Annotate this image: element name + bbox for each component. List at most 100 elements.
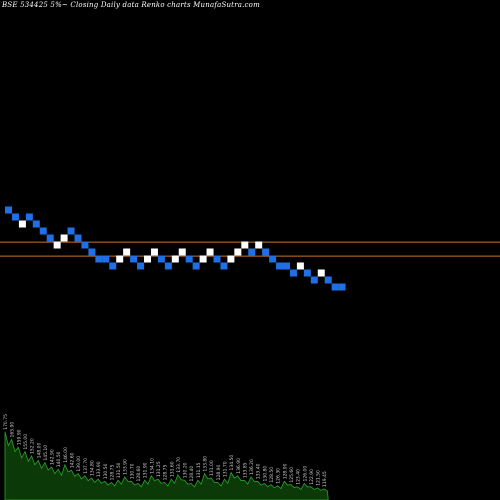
volume-label: 140.50 — [56, 451, 62, 467]
volume-label: 146.00 — [63, 447, 69, 463]
volume-label: 131.70 — [222, 461, 228, 477]
volume-label: 128.50 — [269, 467, 275, 483]
volume-label: 134.50 — [229, 455, 235, 471]
renko-brick-up — [296, 262, 304, 270]
renko-brick-up — [123, 248, 131, 256]
renko-brick-down — [303, 269, 311, 277]
volume-label: 139.00 — [76, 456, 82, 472]
volume-label: 134.80 — [89, 460, 95, 476]
volume-label: 131.50 — [116, 462, 122, 478]
renko-brick-down — [102, 255, 110, 263]
renko-brick-down — [220, 262, 228, 270]
renko-brick-down — [310, 276, 318, 284]
volume-label: 130.80 — [262, 466, 268, 482]
renko-brick-down — [109, 262, 117, 270]
renko-brick-up — [116, 255, 124, 263]
volume-label: 133.70 — [176, 457, 182, 473]
volume-label: 128.75 — [109, 465, 115, 481]
renko-brick-up — [178, 248, 186, 256]
renko-brick-down — [324, 276, 332, 284]
renko-brick-down — [157, 255, 165, 263]
volume-label: 131.00 — [209, 460, 215, 476]
renko-brick-up — [199, 255, 207, 263]
volume-label: 128.90 — [282, 463, 288, 479]
renko-brick-up — [234, 248, 242, 256]
volume-label: 121.50 — [316, 470, 322, 486]
volume-label: 130.20 — [183, 462, 189, 478]
renko-brick-down — [32, 220, 40, 228]
renko-brick-down — [164, 262, 172, 270]
renko-brick-down — [81, 241, 89, 249]
volume-label: 128.60 — [136, 466, 142, 482]
volume-label: 128.40 — [189, 466, 195, 482]
renko-brick-up — [317, 269, 325, 277]
renko-brick-down — [192, 262, 200, 270]
volume-label: 125.60 — [289, 467, 295, 483]
renko-brick-down — [338, 283, 346, 291]
renko-brick-down — [130, 255, 138, 263]
volume-label: 133.90 — [123, 459, 129, 475]
renko-brick-up — [241, 241, 249, 249]
volume-label: 131.25 — [156, 461, 162, 477]
volume-label: 126.30 — [276, 468, 282, 484]
volume-label: 136.90 — [236, 458, 242, 474]
renko-brick-down — [5, 206, 12, 214]
volume-label: 128.90 — [216, 465, 222, 481]
renko-brick-down — [283, 262, 290, 270]
renko-brick-down — [25, 213, 33, 221]
renko-brick-down — [331, 283, 339, 291]
volume-label: 133.40 — [256, 463, 262, 479]
volume-label: 142.60 — [70, 452, 76, 468]
volume-label: 130.70 — [129, 463, 135, 479]
volume-label: 134.10 — [149, 458, 155, 474]
renko-brick-up — [171, 255, 179, 263]
renko-brick-up — [18, 220, 26, 228]
volume-label: 131.15 — [196, 462, 202, 478]
volume-label: 142.90 — [50, 449, 56, 465]
volume-label: 136.20 — [249, 459, 255, 475]
renko-brick-up — [53, 241, 61, 249]
renko-brick-down — [88, 248, 96, 256]
volume-label: 119.45 — [322, 471, 328, 487]
renko-brick-down — [137, 262, 145, 270]
renko-brick-down — [95, 255, 103, 263]
renko-brick-up — [150, 248, 158, 256]
volume-label: 122.90 — [309, 469, 315, 485]
renko-brick-up — [206, 248, 214, 256]
chart-title: BSE 534425 5%~ Closing Daily data Renko … — [2, 1, 260, 9]
renko-brick-down — [39, 227, 47, 235]
volume-label: 133.80 — [203, 456, 209, 472]
renko-brick-down — [276, 262, 284, 270]
volume-label: 133.90 — [96, 461, 102, 477]
renko-brick-down — [248, 248, 256, 256]
volume-label: 131.60 — [169, 461, 175, 477]
volume-label: 170.75 — [3, 414, 9, 430]
volume-label: 155.00 — [23, 434, 29, 450]
renko-brick-up — [144, 255, 151, 263]
renko-brick-up — [60, 234, 68, 242]
renko-brick-down — [67, 227, 75, 235]
renko-brick-up — [255, 241, 263, 249]
volume-label: 133.85 — [242, 462, 248, 478]
renko-brick-down — [269, 255, 277, 263]
renko-brick-down — [46, 234, 54, 242]
volume-label: 130.50 — [103, 463, 109, 479]
renko-brick-down — [213, 255, 221, 263]
volume-label: 152.20 — [30, 438, 36, 454]
volume-label: 148.00 — [36, 443, 42, 459]
volume-label: 126.00 — [302, 466, 308, 482]
renko-brick-down — [289, 269, 297, 277]
renko-brick-down — [262, 248, 270, 256]
volume-label: 159.90 — [16, 429, 22, 445]
renko-brick-down — [11, 213, 19, 221]
volume-label: 145.10 — [43, 445, 49, 461]
volume-label: 123.40 — [296, 469, 302, 485]
volume-label: 165.90 — [10, 422, 16, 438]
renko-brick-down — [74, 234, 82, 242]
renko-brick-up — [227, 255, 235, 263]
volume-label: 131.90 — [143, 462, 149, 478]
volume-area — [4, 431, 329, 500]
renko-brick-down — [185, 255, 193, 263]
volume-label: 137.70 — [83, 458, 89, 474]
